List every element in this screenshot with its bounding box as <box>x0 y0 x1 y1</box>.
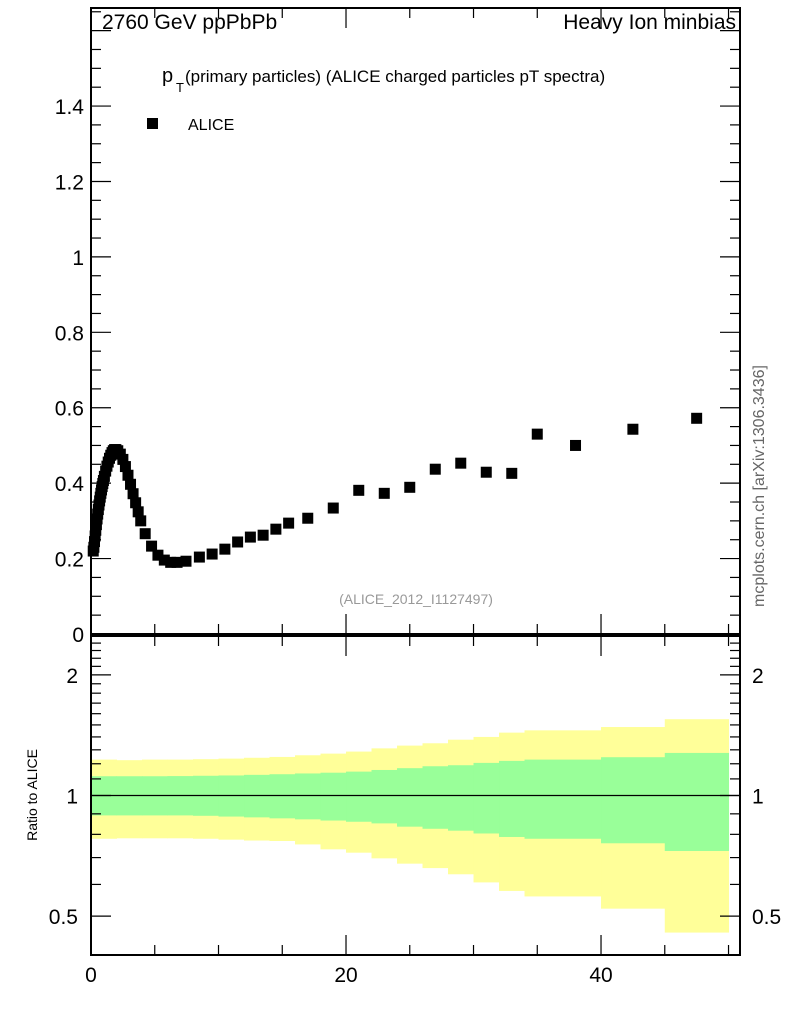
y-tick-label: 0.2 <box>55 549 84 572</box>
data-point <box>531 428 543 440</box>
data-point <box>257 529 269 541</box>
data-point <box>122 469 134 481</box>
axis-ticks <box>90 8 740 956</box>
header-left: 2760 GeV ppPbPb <box>102 11 277 34</box>
y-tick-label: 1.4 <box>55 96 85 119</box>
data-point <box>130 497 142 509</box>
ratio-bands <box>91 719 730 933</box>
data-point <box>455 457 467 469</box>
data-point <box>125 478 137 490</box>
ratio-y-label: Ratio to ALICE <box>24 749 40 841</box>
data-point <box>165 556 177 568</box>
data-point <box>480 466 492 478</box>
data-point <box>171 556 183 568</box>
data-point <box>135 515 147 527</box>
stat-band-bin <box>346 771 373 822</box>
header-right: Heavy Ion minbias <box>563 11 736 34</box>
y-tick-label: 0.8 <box>55 322 84 345</box>
data-point <box>627 423 639 435</box>
tick-labels: 0 0.2 0.4 0.6 0.8 1 1.2 1.4 0 20 40 0.5 0.5 1 1 2 2 <box>49 96 781 987</box>
data-point <box>691 412 703 424</box>
stat-band-bin <box>269 774 296 819</box>
y-tick-label: 0.4 <box>55 473 85 496</box>
data-point <box>89 530 101 542</box>
data-point <box>219 543 231 555</box>
stat-band-bin <box>448 765 475 831</box>
x-tick-label: 20 <box>334 964 357 987</box>
legend-label: ALICE <box>188 117 234 134</box>
plot-title: (primary particles) (ALICE charged parti… <box>185 67 605 86</box>
ratio-y-tick-label: 0.5 <box>49 906 78 929</box>
y-tick-label: 1.2 <box>55 171 84 194</box>
data-point <box>146 540 158 552</box>
stat-band-bin <box>664 752 730 851</box>
data-point <box>404 481 416 493</box>
x-tick-label: 0 <box>85 964 97 987</box>
data-point <box>180 555 192 567</box>
data-point <box>244 531 256 543</box>
data-point <box>90 524 102 536</box>
stat-band-bin <box>320 772 347 821</box>
ratio-y-tick-label: 2 <box>66 665 78 688</box>
data-point <box>127 488 139 500</box>
stat-band-bin <box>422 766 449 829</box>
stat-band-bin <box>524 759 602 839</box>
data-point <box>270 523 282 535</box>
plot-title-sub: T <box>176 80 184 95</box>
legend-marker <box>147 118 158 129</box>
data-point <box>232 536 244 548</box>
ratio-y-tick-label: 1 <box>66 786 78 809</box>
data-point <box>327 502 339 514</box>
data-point <box>132 506 144 518</box>
data-point <box>139 528 151 540</box>
data-point <box>353 484 365 496</box>
ratio-y-tick-label-right: 0.5 <box>752 906 781 929</box>
data-point <box>429 463 441 475</box>
data-point <box>89 536 101 548</box>
stat-band-bin <box>371 769 398 824</box>
stat-band-bin <box>473 762 500 834</box>
data-point <box>206 548 218 560</box>
y-tick-label: 0 <box>72 624 84 647</box>
data-point <box>117 453 129 465</box>
ratio-y-tick-label-right: 1 <box>752 786 764 809</box>
data-point <box>193 551 205 563</box>
stat-band-bin <box>601 757 666 844</box>
stat-band-bin <box>295 773 322 820</box>
side-label: mcplots.cern.ch [arXiv:1306.3436] <box>751 365 768 607</box>
ratio-panel-frame <box>90 635 741 956</box>
data-point <box>506 467 518 479</box>
data-point <box>302 512 314 524</box>
data-points <box>87 412 703 568</box>
data-point <box>88 541 100 553</box>
data-point <box>119 461 131 473</box>
y-tick-label: 1 <box>72 247 84 270</box>
ratio-y-tick-label-right: 2 <box>752 665 764 688</box>
y-tick-label: 0.6 <box>55 398 84 421</box>
stat-band-bin <box>499 760 526 837</box>
data-point <box>283 517 295 529</box>
stat-band-bin <box>397 768 424 827</box>
analysis-label: (ALICE_2012_I1127497) <box>339 591 493 607</box>
data-point <box>378 487 390 499</box>
main-panel-frame <box>90 7 741 635</box>
x-tick-label: 40 <box>589 964 612 987</box>
data-point <box>570 439 582 451</box>
data-point <box>90 519 102 531</box>
data-point <box>152 549 164 561</box>
data-point <box>158 554 170 566</box>
plot-title-p: p <box>162 65 173 87</box>
